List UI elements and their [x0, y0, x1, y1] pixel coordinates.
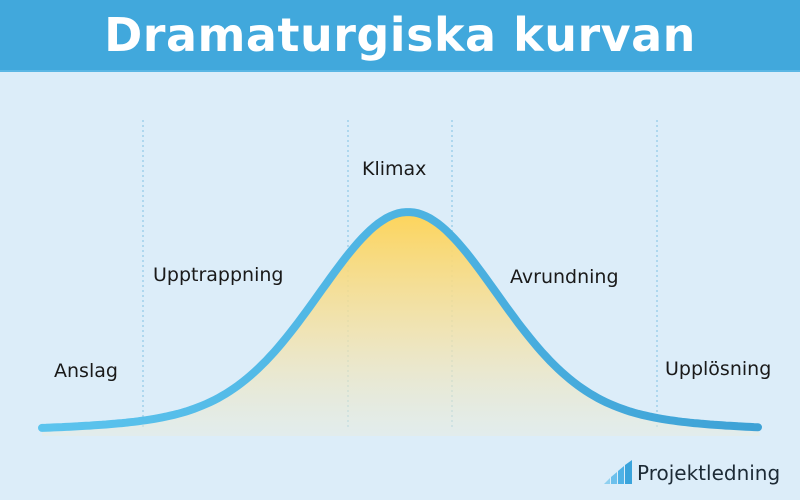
stage-label-upplosning: Upplösning — [665, 358, 772, 380]
stage-label-avrundning: Avrundning — [510, 266, 619, 288]
curve-fill — [42, 212, 760, 436]
header-banner: Dramaturgiska kurvan — [0, 0, 800, 72]
stage-label-anslag: Anslag — [54, 360, 118, 382]
stage-label-klimax: Klimax — [362, 158, 427, 180]
logo-text: Projektledning — [637, 461, 781, 485]
page-title: Dramaturgiska kurvan — [104, 8, 696, 62]
stage-label-upptrappning: Upptrappning — [153, 264, 284, 286]
logo: Projektledning — [604, 460, 780, 484]
bar-chart-icon — [604, 460, 632, 484]
dramatic-curve — [38, 208, 762, 432]
